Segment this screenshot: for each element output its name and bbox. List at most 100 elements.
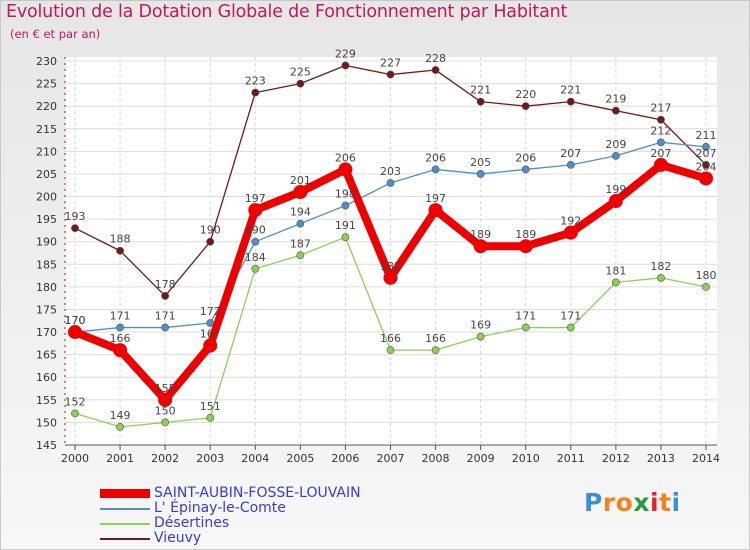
x-tick-label: 2000 bbox=[61, 452, 89, 465]
y-tick-label: 205 bbox=[36, 168, 57, 181]
chart-subtitle: (en € et par an) bbox=[10, 27, 101, 41]
logo-letter: P bbox=[584, 488, 603, 517]
data-label: 166 bbox=[110, 332, 131, 345]
data-label: 172 bbox=[200, 305, 221, 318]
data-point bbox=[68, 325, 82, 340]
data-point bbox=[116, 246, 124, 255]
data-label: 171 bbox=[155, 310, 176, 323]
data-label: 206 bbox=[425, 151, 446, 164]
data-point bbox=[338, 162, 353, 177]
logo-letter: i bbox=[671, 488, 681, 517]
legend-item: SAINT-AUBIN-FOSSE-LOUVAIN bbox=[100, 486, 361, 501]
y-tick-label: 165 bbox=[36, 349, 57, 362]
logo-letter: o bbox=[615, 488, 634, 517]
x-tick-label: 2009 bbox=[467, 452, 495, 465]
logo-letter: r bbox=[602, 488, 616, 517]
legend-swatch bbox=[100, 489, 150, 498]
data-label: 198 bbox=[335, 188, 356, 201]
data-label: 221 bbox=[470, 84, 491, 97]
data-label: 205 bbox=[470, 156, 491, 169]
data-label: 170 bbox=[65, 314, 86, 327]
data-point bbox=[431, 346, 440, 355]
data-point bbox=[296, 219, 305, 228]
y-tick-label: 170 bbox=[36, 326, 57, 339]
legend-swatch bbox=[100, 522, 150, 525]
x-tick-label: 2011 bbox=[557, 452, 585, 465]
legend-label: SAINT-AUBIN-FOSSE-LOUVAIN bbox=[154, 485, 361, 501]
x-tick-label: 2004 bbox=[241, 452, 269, 465]
data-label: 169 bbox=[470, 319, 491, 332]
data-point bbox=[341, 201, 350, 210]
data-point bbox=[296, 251, 305, 260]
y-tick-label: 190 bbox=[36, 236, 57, 249]
data-point bbox=[521, 165, 530, 174]
data-point bbox=[566, 97, 575, 106]
data-point bbox=[608, 194, 623, 209]
data-label: 192 bbox=[560, 215, 581, 228]
data-point bbox=[431, 66, 440, 74]
y-tick-label: 160 bbox=[36, 371, 57, 384]
data-label: 191 bbox=[335, 219, 356, 232]
y-tick-label: 155 bbox=[36, 394, 57, 407]
data-point bbox=[702, 282, 710, 291]
data-point bbox=[116, 423, 124, 431]
data-label: 229 bbox=[335, 48, 356, 61]
y-tick-label: 210 bbox=[36, 145, 57, 158]
data-point bbox=[71, 409, 79, 418]
legend-item: Désertines bbox=[100, 516, 361, 531]
data-point bbox=[296, 79, 305, 88]
data-label: 197 bbox=[425, 192, 446, 205]
data-label: 206 bbox=[515, 151, 536, 164]
data-label: 220 bbox=[515, 88, 536, 101]
data-point bbox=[383, 270, 398, 285]
legend-label: L' Épinay-le-Comte bbox=[154, 500, 286, 516]
data-label: 189 bbox=[515, 228, 536, 241]
data-point bbox=[386, 346, 395, 355]
data-label: 219 bbox=[605, 93, 626, 106]
data-point bbox=[206, 237, 215, 246]
data-label: 212 bbox=[650, 124, 671, 137]
x-tick-label: 2007 bbox=[377, 452, 405, 465]
data-label: 150 bbox=[155, 404, 176, 417]
legend-swatch bbox=[100, 537, 150, 540]
data-label: 207 bbox=[650, 147, 671, 160]
data-label: 149 bbox=[110, 409, 131, 422]
data-label: 221 bbox=[560, 84, 581, 97]
logo-letter: x bbox=[633, 488, 650, 517]
data-label: 206 bbox=[335, 151, 356, 164]
data-label: 193 bbox=[65, 210, 86, 223]
data-point bbox=[158, 392, 173, 407]
y-tick-label: 145 bbox=[36, 439, 57, 452]
data-point bbox=[251, 237, 260, 246]
legend-item: Vieuvy bbox=[100, 531, 361, 546]
data-label: 167 bbox=[200, 328, 221, 341]
data-label: 171 bbox=[515, 310, 536, 323]
data-point bbox=[161, 418, 170, 427]
y-tick-label: 180 bbox=[36, 281, 57, 294]
data-label: 211 bbox=[696, 129, 717, 142]
y-tick-label: 185 bbox=[36, 258, 57, 271]
data-point bbox=[341, 233, 350, 242]
data-label: 151 bbox=[200, 400, 221, 413]
data-point bbox=[116, 323, 124, 332]
data-label: 190 bbox=[200, 224, 221, 237]
legend-swatch bbox=[100, 507, 150, 510]
data-point bbox=[386, 70, 395, 79]
data-label: 223 bbox=[245, 75, 266, 88]
data-point bbox=[473, 239, 488, 254]
data-point bbox=[161, 323, 170, 332]
data-point bbox=[653, 157, 668, 172]
data-point bbox=[251, 88, 260, 97]
data-label: 184 bbox=[245, 251, 266, 264]
data-label: 166 bbox=[380, 332, 401, 345]
data-point bbox=[248, 203, 263, 218]
data-label: 155 bbox=[155, 382, 176, 395]
legend-item: L' Épinay-le-Comte bbox=[100, 501, 361, 516]
y-tick-label: 175 bbox=[36, 303, 57, 316]
data-label: 189 bbox=[470, 228, 491, 241]
logo-letter: t bbox=[659, 488, 672, 517]
data-point bbox=[476, 332, 485, 341]
data-label: 171 bbox=[560, 310, 581, 323]
data-point bbox=[431, 165, 440, 174]
